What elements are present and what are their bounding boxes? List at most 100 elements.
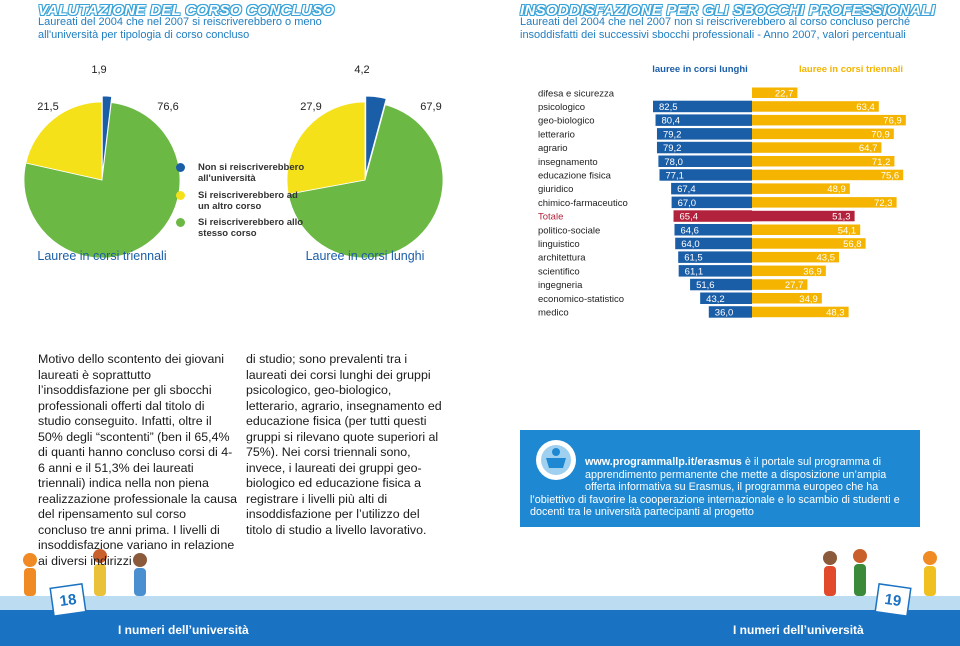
- bar: [656, 141, 752, 154]
- pie-slice: [287, 104, 444, 259]
- category-label: geo-biologico: [538, 116, 595, 127]
- legend-label: lauree in corsi triennali: [799, 64, 903, 75]
- pie-value-label: 67,9: [420, 101, 441, 113]
- bar: [675, 237, 752, 250]
- legend-label: Non si reiscriverebbero all'università: [198, 162, 305, 184]
- right-footer-label: I numeri dell’università: [733, 623, 864, 637]
- bar-value-label: 43,5: [817, 253, 836, 264]
- legend-label: Si reiscriverebbero allo stesso corso: [198, 217, 304, 239]
- bar: [752, 306, 849, 318]
- bar: [752, 169, 904, 181]
- bar: [678, 251, 752, 263]
- bar-value-label: 54,1: [838, 225, 857, 236]
- pie-slice: [286, 101, 366, 195]
- left-footer-label: I numeri dell’università: [118, 623, 249, 637]
- bar-value-label: 63,4: [856, 102, 875, 113]
- bar-value-label: 67,4: [677, 184, 696, 195]
- info-description: è il portale sul programma di apprendime…: [530, 456, 900, 519]
- category-label: linguistico: [538, 239, 580, 250]
- bar-value-label: 61,1: [685, 266, 704, 277]
- category-label: letterario: [538, 129, 575, 140]
- pie-caption: Lauree in corsi triennali: [37, 249, 166, 263]
- body-column-1: Motivo dello scontento dei giovani laure…: [38, 352, 238, 568]
- category-label: insegnamento: [538, 157, 598, 168]
- bar: [752, 224, 861, 235]
- pie-slice: [25, 101, 103, 181]
- category-label: Totale: [538, 212, 563, 223]
- bar-value-label: 82,5: [659, 102, 678, 113]
- bar-value-label: 48,3: [826, 307, 845, 318]
- footer-stripe: [0, 596, 960, 610]
- bar: [752, 197, 897, 208]
- bar-value-label: 79,2: [663, 129, 682, 140]
- bar-value-label: 76,9: [883, 116, 902, 127]
- info-link[interactable]: www.programmallp.it/erasmus: [585, 456, 742, 468]
- bar: [752, 210, 855, 222]
- pie-value-label: 4,2: [354, 64, 369, 76]
- bar: [752, 87, 798, 98]
- bar-value-label: 72,3: [874, 198, 893, 209]
- category-label: medico: [538, 307, 569, 318]
- decor-figures: [23, 549, 937, 596]
- bar-value-label: 36,0: [715, 307, 734, 318]
- bar-value-label: 71,2: [872, 157, 891, 168]
- left-subtitle: Laureati del 2004 che nel 2007 si reiscr…: [38, 16, 322, 41]
- right-subtitle: Laureati del 2004 che nel 2007 non si re…: [520, 16, 911, 41]
- bar: [708, 306, 752, 318]
- legend-swatch: [176, 218, 185, 227]
- bar-value-label: 48,9: [827, 184, 846, 195]
- category-label: difesa e sicurezza: [538, 88, 615, 99]
- body-column-2: di studio; sono prevalenti tra i laureat…: [246, 352, 442, 537]
- category-label: ingegneria: [538, 280, 583, 291]
- pie-value-label: 1,9: [91, 64, 106, 76]
- bar: [653, 100, 752, 113]
- bar: [671, 196, 752, 209]
- bar-value-label: 43,2: [706, 294, 725, 305]
- category-label: agrario: [538, 143, 568, 154]
- bar-value-label: 67,0: [678, 198, 697, 209]
- footer-band: [0, 610, 960, 646]
- bar: [656, 128, 752, 140]
- pie-caption: Lauree in corsi lunghi: [306, 249, 425, 263]
- bar: [658, 155, 752, 167]
- category-label: scientifico: [538, 266, 580, 277]
- category-label: architettura: [538, 253, 586, 264]
- bar-value-label: 64,7: [859, 143, 878, 154]
- bar-value-label: 36,9: [803, 266, 822, 277]
- legend-swatch: [176, 191, 185, 200]
- bar-value-label: 51,3: [832, 212, 851, 223]
- left-page-badge: [49, 583, 87, 617]
- left-title: VALUTAZIONE DEL CORSO CONCLUSO: [38, 2, 335, 19]
- left-page-number: 18: [59, 591, 78, 610]
- pie-value-label: 27,9: [300, 101, 321, 113]
- bar: [752, 142, 882, 153]
- bar-value-label: 80,4: [662, 116, 681, 127]
- bar-value-label: 78,0: [664, 157, 683, 168]
- bar-value-label: 70,9: [871, 129, 890, 140]
- bar: [673, 210, 752, 222]
- bar: [752, 183, 850, 194]
- bar: [752, 293, 822, 304]
- bar: [752, 128, 894, 140]
- bar-value-label: 27,7: [785, 280, 804, 291]
- bar-value-label: 64,0: [681, 239, 700, 250]
- bar: [655, 114, 752, 126]
- bar: [700, 292, 752, 304]
- bar: [671, 182, 752, 195]
- category-label: giuridico: [538, 184, 573, 195]
- bar-value-label: 65,4: [680, 212, 699, 223]
- bar-value-label: 51,6: [696, 280, 715, 291]
- bar: [678, 265, 752, 277]
- right-page-badge: [874, 583, 912, 617]
- bar-value-label: 22,7: [775, 88, 794, 99]
- bar-value-label: 79,2: [663, 143, 682, 154]
- pie-slice: [365, 95, 387, 175]
- bar-value-label: 56,8: [843, 239, 862, 250]
- info-icon: [536, 440, 576, 480]
- category-label: educazione fisica: [538, 170, 612, 181]
- bar: [659, 169, 752, 181]
- bar-value-label: 64,6: [680, 225, 699, 236]
- bar: [752, 265, 826, 277]
